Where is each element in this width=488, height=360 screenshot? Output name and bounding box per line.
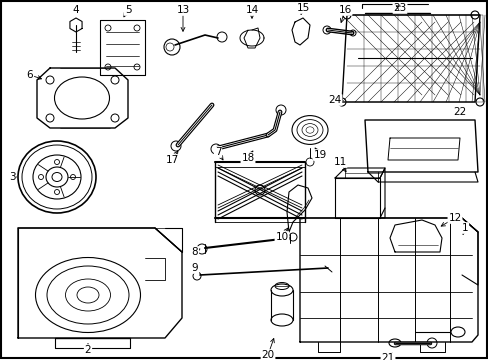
Text: 8: 8 [191,247,198,257]
Text: 24: 24 [328,95,341,105]
Text: 18: 18 [241,153,254,163]
Text: 12: 12 [447,213,461,223]
Text: 11: 11 [333,157,346,167]
Text: 13: 13 [176,5,189,15]
Text: 19: 19 [313,150,326,160]
Text: 20: 20 [261,350,274,360]
Text: 15: 15 [296,3,309,13]
Text: 9: 9 [191,263,198,273]
Text: 17: 17 [165,155,178,165]
Text: 22: 22 [452,107,466,117]
Text: 10: 10 [275,232,288,242]
Text: 2: 2 [84,345,91,355]
Text: 16: 16 [338,5,351,15]
Text: 3: 3 [9,172,15,182]
Text: 5: 5 [124,5,131,15]
Text: 23: 23 [392,3,406,13]
Text: 6: 6 [27,70,33,80]
Text: 21: 21 [381,353,394,360]
Text: 1: 1 [461,223,468,233]
Text: 14: 14 [245,5,258,15]
Text: 4: 4 [73,5,79,15]
Text: 7: 7 [214,147,221,157]
